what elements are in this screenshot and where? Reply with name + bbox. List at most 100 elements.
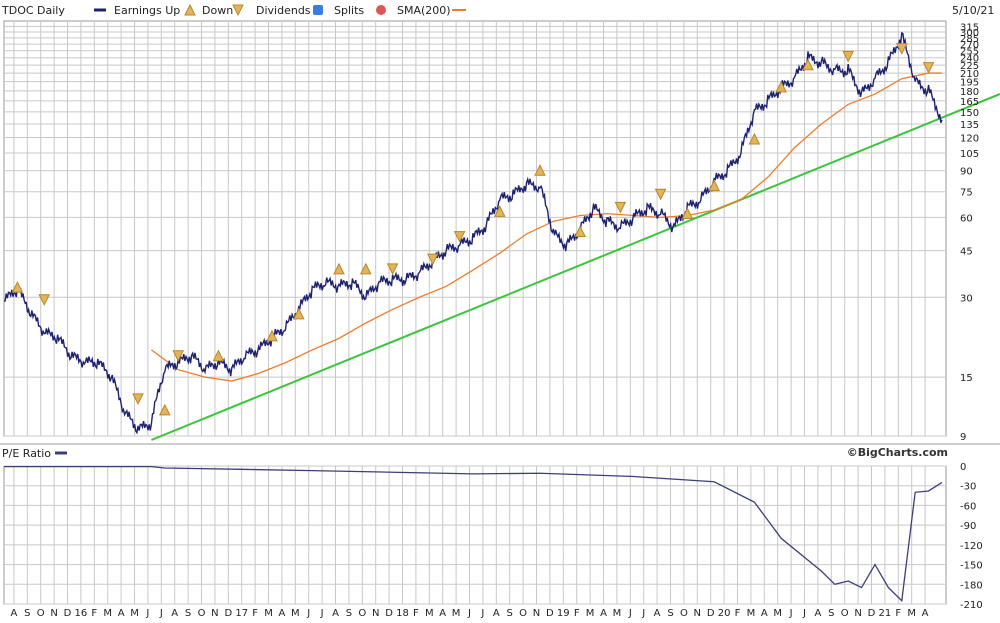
x-tick-label: M bbox=[586, 608, 595, 619]
ticker-label: TDOC Daily bbox=[2, 4, 65, 17]
price-line bbox=[3, 31, 943, 435]
y-tick-label: 285 bbox=[960, 34, 979, 45]
x-tick-label: M bbox=[291, 608, 300, 619]
earnings-up-label: Earnings Up bbox=[114, 4, 181, 17]
y-tick-label: 105 bbox=[960, 149, 979, 160]
pe-tick-label: -120 bbox=[960, 541, 983, 552]
earnings-up-marker bbox=[359, 262, 372, 275]
x-tick-label: M bbox=[907, 608, 916, 619]
earnings-down-marker bbox=[426, 253, 439, 266]
credit-label: ©BigCharts.com bbox=[846, 446, 948, 459]
x-tick-label: O bbox=[358, 608, 366, 619]
x-tick-label: J bbox=[628, 608, 632, 619]
earnings-down-marker bbox=[386, 263, 399, 275]
x-tick-label: A bbox=[439, 608, 446, 619]
earnings-up-marker bbox=[534, 164, 546, 176]
x-tick-label: F bbox=[91, 608, 97, 619]
dividend-icon bbox=[312, 4, 324, 19]
x-tick-label: M bbox=[264, 608, 273, 619]
x-tick-label: S bbox=[346, 608, 352, 619]
earnings-down-label: Down bbox=[202, 4, 234, 17]
x-tick-label: J bbox=[641, 608, 645, 619]
y-tick-label: 300 bbox=[960, 28, 979, 39]
x-tick-label: J bbox=[145, 608, 149, 619]
y-tick-label: 135 bbox=[960, 120, 979, 131]
x-tick-label: O bbox=[680, 608, 688, 619]
x-tick-label: M bbox=[425, 608, 434, 619]
x-tick-label: N bbox=[533, 608, 540, 619]
x-tick-label: S bbox=[667, 608, 673, 619]
x-tick-label: 17 bbox=[235, 608, 248, 619]
x-tick-label: M bbox=[452, 608, 461, 619]
x-tick-label: D bbox=[707, 608, 715, 619]
y-tick-label: 9 bbox=[960, 432, 966, 443]
earnings-up-marker bbox=[574, 225, 586, 238]
x-tick-label: A bbox=[278, 608, 285, 619]
x-tick-label: O bbox=[841, 608, 849, 619]
marks bbox=[3, 31, 1000, 603]
x-tick-label: A bbox=[118, 608, 125, 619]
y-tick-label: 210 bbox=[960, 69, 979, 80]
earnings-down-marker bbox=[38, 294, 51, 306]
x-tick-label: F bbox=[413, 608, 419, 619]
x-tick-label: F bbox=[895, 608, 901, 619]
x-tick-label: 16 bbox=[75, 608, 88, 619]
x-tick-label: F bbox=[735, 608, 741, 619]
x-tick-label: A bbox=[814, 608, 821, 619]
date-label: 5/10/21 bbox=[952, 4, 995, 17]
sma-label: SMA(200) bbox=[397, 4, 451, 17]
x-tick-label: J bbox=[320, 608, 324, 619]
splits-label: Splits bbox=[334, 4, 365, 17]
dividends-label: Dividends bbox=[256, 4, 311, 17]
x-tick-label: J bbox=[467, 608, 471, 619]
x-tick-label: F bbox=[252, 608, 258, 619]
x-tick-label: S bbox=[828, 608, 834, 619]
pe-tick-label: -210 bbox=[960, 600, 983, 611]
earnings-down-marker bbox=[922, 62, 935, 74]
x-tick-label: M bbox=[130, 608, 139, 619]
earnings-up-marker bbox=[292, 307, 305, 320]
x-tick-label: A bbox=[654, 608, 661, 619]
x-tick-label: 18 bbox=[396, 608, 409, 619]
x-tick-label: D bbox=[385, 608, 393, 619]
x-tick-label: O bbox=[37, 608, 45, 619]
x-tick-label: N bbox=[694, 608, 701, 619]
x-tick-label: J bbox=[480, 608, 484, 619]
y-tick-label: 15 bbox=[960, 373, 973, 384]
y-tick-label: 150 bbox=[960, 108, 979, 119]
x-tick-label: N bbox=[50, 608, 57, 619]
earnings-up-marker bbox=[333, 262, 345, 275]
earnings-down-marker bbox=[172, 350, 185, 362]
x-tick-label: N bbox=[854, 608, 861, 619]
earnings-up-marker bbox=[775, 80, 787, 93]
x-tick-label: N bbox=[211, 608, 218, 619]
pe-tick-label: -60 bbox=[960, 501, 976, 512]
x-tick-label: N bbox=[372, 608, 379, 619]
earnings-down-marker bbox=[132, 393, 144, 405]
grid bbox=[0, 20, 1000, 605]
axis-labels: A S O N D 16 F M A M J J A S O N D 17 F M A M J J A S O N D 18 F M A M J J A… bbox=[10, 22, 982, 619]
y-tick-label: 30 bbox=[960, 293, 973, 304]
x-tick-label: A bbox=[600, 608, 607, 619]
x-tick-label: M bbox=[747, 608, 756, 619]
price-legend-line bbox=[94, 4, 106, 17]
y-tick-label: 120 bbox=[960, 134, 979, 145]
x-tick-label: A bbox=[922, 608, 929, 619]
pe-line bbox=[4, 466, 943, 603]
x-tick-label: M bbox=[773, 608, 782, 619]
earnings-down-marker bbox=[614, 201, 627, 214]
y-tick-label: 45 bbox=[960, 247, 973, 258]
earnings-down-marker bbox=[842, 50, 854, 63]
x-tick-label: 21 bbox=[879, 608, 892, 619]
earnings-down-icon bbox=[232, 4, 244, 19]
y-tick-label: 270 bbox=[960, 40, 979, 51]
x-tick-label: M bbox=[613, 608, 622, 619]
x-tick-label: J bbox=[802, 608, 806, 619]
x-tick-label: D bbox=[64, 608, 72, 619]
earnings-up-marker bbox=[158, 403, 171, 416]
x-tick-label: A bbox=[493, 608, 500, 619]
earnings-down-marker bbox=[654, 188, 667, 201]
y-tick-label: 75 bbox=[960, 188, 973, 199]
